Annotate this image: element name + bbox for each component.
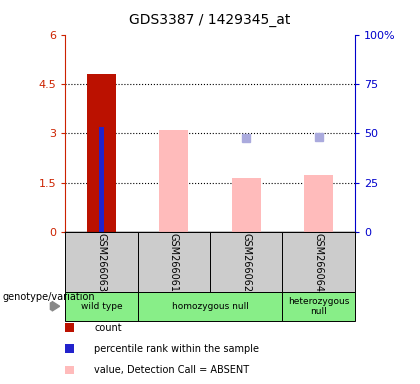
Text: GSM266061: GSM266061 [169,233,179,291]
Text: genotype/variation: genotype/variation [2,291,95,302]
Text: GDS3387 / 1429345_at: GDS3387 / 1429345_at [129,13,291,27]
Text: count: count [94,323,122,333]
Text: percentile rank within the sample: percentile rank within the sample [94,344,260,354]
Text: heterozygous
null: heterozygous null [288,296,349,316]
Bar [99,127,104,232]
Text: wild type: wild type [81,302,122,311]
Text: GSM266064: GSM266064 [314,233,324,291]
Bar [232,178,261,232]
Bar [304,175,333,232]
Text: value, Detection Call = ABSENT: value, Detection Call = ABSENT [94,365,249,375]
Text: homozygous null: homozygous null [171,302,249,311]
Text: GSM266062: GSM266062 [241,233,251,291]
Bar [87,74,116,232]
Bar [159,130,188,232]
Text: GSM266063: GSM266063 [96,233,106,291]
